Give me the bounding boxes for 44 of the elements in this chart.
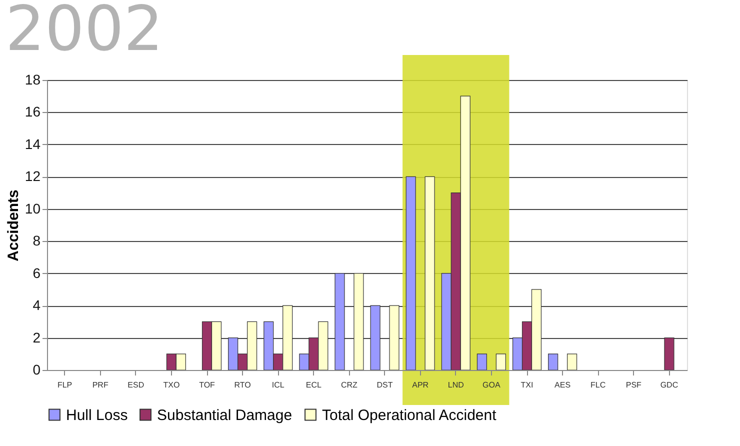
- y-tick-label: 18: [24, 72, 41, 88]
- x-tick-label: ESD: [128, 380, 144, 390]
- x-tick-label: TOF: [199, 380, 216, 390]
- x-tick-label: LND: [448, 380, 464, 390]
- legend-label: Substantial Damage: [157, 406, 292, 424]
- y-tick-label: 16: [24, 104, 41, 120]
- bar: [334, 273, 345, 370]
- legend-label: Total Operational Accident: [322, 406, 498, 424]
- y-tick-label: 0: [32, 362, 41, 378]
- x-tick-label: RTO: [234, 380, 251, 390]
- bar: [370, 305, 380, 370]
- bar: [496, 354, 506, 370]
- y-tick-label: 12: [24, 168, 41, 184]
- y-tick-label: 2: [32, 329, 41, 346]
- y-tick-label: 10: [24, 200, 41, 216]
- y-tick-label: 4: [32, 297, 41, 314]
- bar: [424, 176, 435, 370]
- x-tick-label: PSF: [626, 380, 642, 390]
- bar: [664, 337, 674, 370]
- legend-label: Hull Loss: [66, 406, 128, 424]
- chart-title: 2002: [5, 0, 164, 65]
- y-tick-label: 8: [32, 232, 41, 249]
- x-tick-label: AES: [554, 380, 571, 390]
- bar: [566, 354, 578, 370]
- x-tick-label: ECL: [306, 380, 322, 390]
- y-axis-title: Accidents: [4, 190, 22, 262]
- x-tick-label: GDC: [660, 380, 678, 390]
- x-tick-label: CRZ: [340, 380, 358, 390]
- x-tick-label: FLP: [57, 380, 72, 390]
- x-tick-label: TXO: [163, 380, 180, 390]
- bar: [548, 354, 558, 370]
- x-tick-label: DST: [376, 380, 393, 390]
- bar: [476, 354, 488, 370]
- bar: [406, 176, 416, 370]
- x-tick-label: GOA: [482, 380, 501, 390]
- x-tick-label: FLC: [590, 380, 606, 390]
- bar: [354, 273, 364, 370]
- y-tick-label: 14: [24, 136, 41, 152]
- bar: [389, 305, 400, 370]
- x-tick-label: TXI: [520, 380, 534, 390]
- x-tick-label: PRF: [92, 380, 108, 390]
- x-tick-label: APR: [412, 380, 429, 390]
- y-tick-label: 6: [32, 264, 41, 281]
- x-tick-label: ICL: [272, 380, 285, 390]
